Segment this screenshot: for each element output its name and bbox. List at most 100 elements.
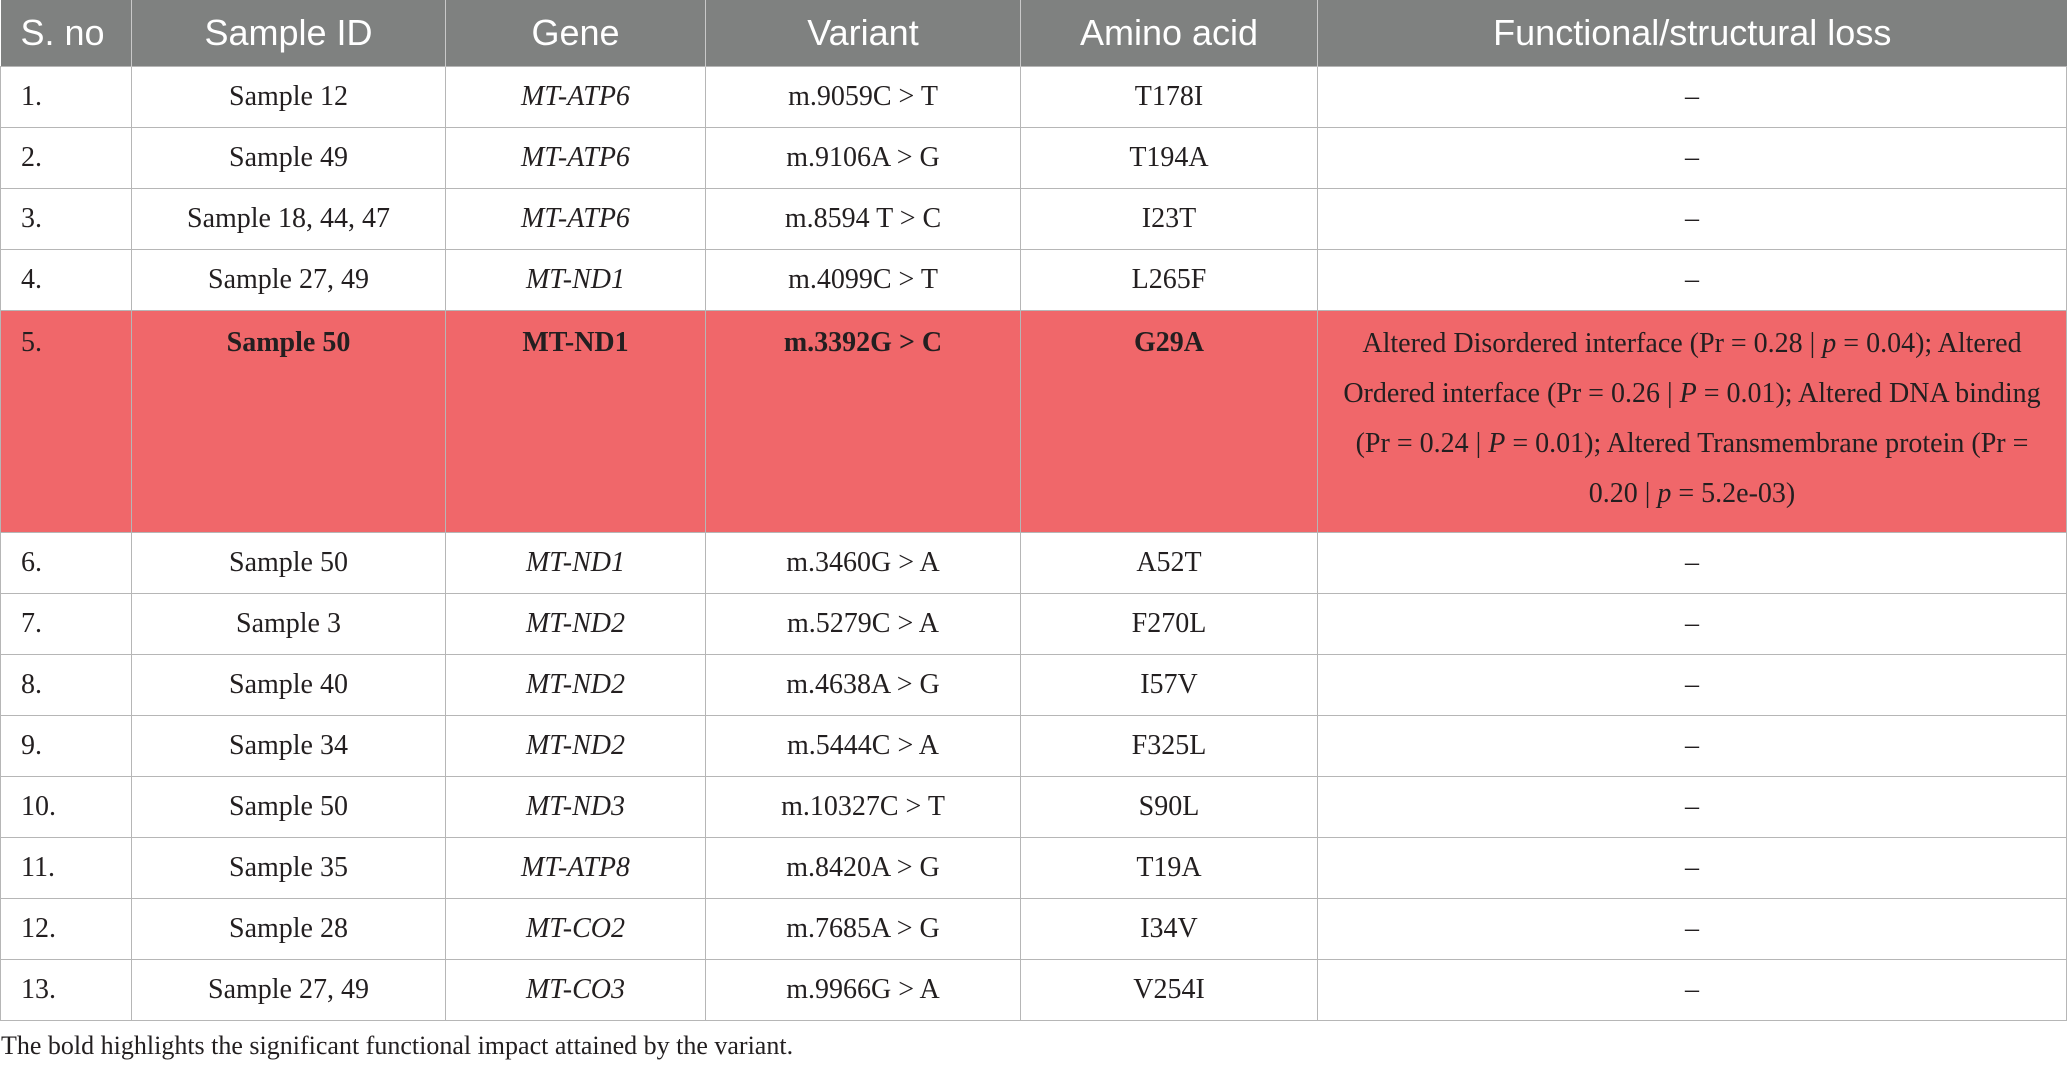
cell-variant: m.4099C > T <box>705 249 1021 311</box>
cell-functional-loss: – <box>1317 715 2067 777</box>
header-sno: S. no <box>0 0 132 67</box>
cell-functional-loss: – <box>1317 898 2067 960</box>
cell-variant: m.5444C > A <box>705 715 1021 777</box>
cell-variant: m.8594 T > C <box>705 188 1021 250</box>
cell-gene: MT-ND2 <box>445 654 706 716</box>
cell-gene: MT-ND2 <box>445 715 706 777</box>
cell-sno: 3. <box>0 188 132 250</box>
cell-amino-acid: G29A <box>1020 310 1318 533</box>
cell-functional-loss: – <box>1317 959 2067 1021</box>
cell-variant: m.9106A > G <box>705 127 1021 189</box>
cell-variant: m.8420A > G <box>705 837 1021 899</box>
table-row: 8. Sample 40 MT-ND2 m.4638A > G I57V – <box>0 654 2067 716</box>
cell-sample-id: Sample 27, 49 <box>131 249 446 311</box>
cell-variant: m.9059C > T <box>705 66 1021 128</box>
cell-variant: m.7685A > G <box>705 898 1021 960</box>
header-sample-id: Sample ID <box>131 0 446 67</box>
cell-amino-acid: F270L <box>1020 593 1318 655</box>
cell-sample-id: Sample 50 <box>131 532 446 594</box>
cell-amino-acid: I23T <box>1020 188 1318 250</box>
cell-sno: 6. <box>0 532 132 594</box>
cell-functional-loss: – <box>1317 66 2067 128</box>
table-row: 7. Sample 3 MT-ND2 m.5279C > A F270L – <box>0 593 2067 655</box>
cell-variant: m.10327C > T <box>705 776 1021 838</box>
table-row: 11. Sample 35 MT-ATP8 m.8420A > G T19A – <box>0 837 2067 899</box>
cell-functional-loss: – <box>1317 532 2067 594</box>
cell-amino-acid: T178I <box>1020 66 1318 128</box>
header-variant: Variant <box>705 0 1021 67</box>
cell-gene: MT-ND1 <box>445 249 706 311</box>
table-row: 10. Sample 50 MT-ND3 m.10327C > T S90L – <box>0 776 2067 838</box>
cell-variant: m.4638A > G <box>705 654 1021 716</box>
cell-sno: 12. <box>0 898 132 960</box>
cell-gene: MT-ND2 <box>445 593 706 655</box>
cell-sno: 9. <box>0 715 132 777</box>
table-row: 3. Sample 18, 44, 47 MT-ATP6 m.8594 T > C I2… <box>0 188 2067 250</box>
cell-amino-acid: A52T <box>1020 532 1318 594</box>
cell-amino-acid: L265F <box>1020 249 1318 311</box>
cell-amino-acid: V254I <box>1020 959 1318 1021</box>
cell-sno: 10. <box>0 776 132 838</box>
table-header: S. no Sample ID Gene Variant Amino acid … <box>0 0 2067 67</box>
table-row: 9. Sample 34 MT-ND2 m.5444C > A F325L – <box>0 715 2067 777</box>
header-row: S. no Sample ID Gene Variant Amino acid … <box>0 0 2067 67</box>
cell-functional-loss: – <box>1317 188 2067 250</box>
cell-gene: MT-CO3 <box>445 959 706 1021</box>
cell-variant: m.9966G > A <box>705 959 1021 1021</box>
table-row: 4. Sample 27, 49 MT-ND1 m.4099C > T L265F – <box>0 249 2067 311</box>
cell-functional-loss: – <box>1317 593 2067 655</box>
cell-sno: 4. <box>0 249 132 311</box>
cell-sno: 2. <box>0 127 132 189</box>
cell-functional-loss: – <box>1317 837 2067 899</box>
cell-gene: MT-ATP6 <box>445 127 706 189</box>
cell-sample-id: Sample 40 <box>131 654 446 716</box>
table-body: 1. Sample 12 MT-ATP6 m.9059C > T T178I –2. Sam… <box>0 66 2067 1021</box>
cell-gene: MT-ND1 <box>445 532 706 594</box>
cell-functional-loss: – <box>1317 249 2067 311</box>
cell-sample-id: Sample 50 <box>131 776 446 838</box>
cell-amino-acid: F325L <box>1020 715 1318 777</box>
cell-amino-acid: S90L <box>1020 776 1318 838</box>
header-functional-loss: Functional/structural loss <box>1317 0 2067 67</box>
table-footnote: The bold highlights the significant func… <box>1 1031 794 1060</box>
cell-sample-id: Sample 12 <box>131 66 446 128</box>
cell-gene: MT-ATP8 <box>445 837 706 899</box>
cell-gene: MT-ND3 <box>445 776 706 838</box>
table-row: 6. Sample 50 MT-ND1 m.3460G > A A52T – <box>0 532 2067 594</box>
cell-gene: MT-ATP6 <box>445 66 706 128</box>
cell-amino-acid: I34V <box>1020 898 1318 960</box>
table-row: 1. Sample 12 MT-ATP6 m.9059C > T T178I – <box>0 66 2067 128</box>
cell-sample-id: Sample 18, 44, 47 <box>131 188 446 250</box>
header-amino-acid: Amino acid <box>1020 0 1318 67</box>
cell-sample-id: Sample 49 <box>131 127 446 189</box>
cell-sno: 1. <box>0 66 132 128</box>
cell-sample-id: Sample 35 <box>131 837 446 899</box>
cell-functional-loss: Altered Disordered interface (Pr = 0.28 … <box>1317 310 2067 533</box>
cell-amino-acid: T194A <box>1020 127 1318 189</box>
cell-sample-id: Sample 50 <box>131 310 446 533</box>
cell-sample-id: Sample 34 <box>131 715 446 777</box>
table-row: 2. Sample 49 MT-ATP6 m.9106A > G T194A – <box>0 127 2067 189</box>
cell-sample-id: Sample 28 <box>131 898 446 960</box>
cell-functional-loss: – <box>1317 127 2067 189</box>
table-row: 13. Sample 27, 49 MT-CO3 m.9966G > A V254I – <box>0 959 2067 1021</box>
variant-table: S. no Sample ID Gene Variant Amino acid … <box>0 0 2067 1021</box>
cell-sno: 5. <box>0 310 132 533</box>
cell-amino-acid: T19A <box>1020 837 1318 899</box>
cell-sample-id: Sample 3 <box>131 593 446 655</box>
cell-functional-loss: – <box>1317 776 2067 838</box>
table-row-highlighted: 5. Sample 50 MT-ND1 m.3392G > C G29A Altered … <box>0 310 2067 533</box>
cell-sno: 13. <box>0 959 132 1021</box>
cell-amino-acid: I57V <box>1020 654 1318 716</box>
cell-sno: 8. <box>0 654 132 716</box>
cell-sno: 11. <box>0 837 132 899</box>
header-gene: Gene <box>445 0 706 67</box>
cell-functional-loss: – <box>1317 654 2067 716</box>
cell-sno: 7. <box>0 593 132 655</box>
cell-variant: m.3392G > C <box>705 310 1021 533</box>
cell-gene: MT-ND1 <box>445 310 706 533</box>
cell-gene: MT-ATP6 <box>445 188 706 250</box>
cell-variant: m.3460G > A <box>705 532 1021 594</box>
cell-sample-id: Sample 27, 49 <box>131 959 446 1021</box>
